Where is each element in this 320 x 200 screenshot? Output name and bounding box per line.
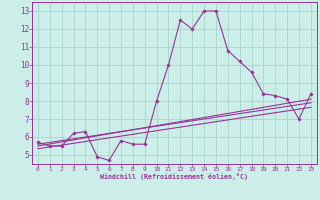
X-axis label: Windchill (Refroidissement éolien,°C): Windchill (Refroidissement éolien,°C) [100, 173, 248, 180]
